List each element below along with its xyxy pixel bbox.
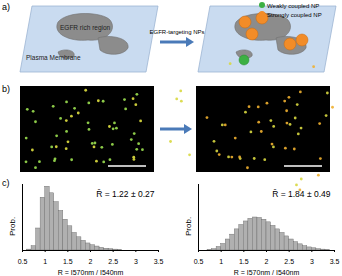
svg-text:EGFR-targeting NPs: EGFR-targeting NPs [149,29,204,35]
svg-text:0.5: 0.5 [18,258,28,265]
svg-text:b): b) [2,84,10,94]
svg-text:2: 2 [265,258,269,265]
svg-text:R = I570nm / I540nm: R = I570nm / I540nm [58,269,124,276]
svg-text:2.5: 2.5 [108,258,118,265]
svg-text:1: 1 [43,258,47,265]
svg-text:1: 1 [219,258,223,265]
svg-text:c): c) [2,178,10,188]
svg-text:Plasma Membrane: Plasma Membrane [26,54,81,61]
svg-text:R̄ = 1.22 ± 0.27: R̄ = 1.22 ± 0.27 [96,189,155,199]
svg-text:Weakly coupled NP: Weakly coupled NP [267,3,319,9]
html-text:Prob.: Prob. [8,216,17,236]
svg-text:R̄ = 1.84 ± 0.49: R̄ = 1.84 ± 0.49 [272,189,331,199]
svg-text:EGFR rich region: EGFR rich region [60,24,111,32]
svg-text:0.5: 0.5 [194,258,204,265]
svg-text:a): a) [2,2,10,12]
svg-text:2: 2 [89,258,93,265]
svg-text:R = I570nm / I540nm: R = I570nm / I540nm [234,269,300,276]
svg-text:Strongly coupled NP: Strongly coupled NP [267,12,322,18]
svg-text:1.5: 1.5 [239,258,249,265]
svg-text:3: 3 [134,258,138,265]
svg-text:3: 3 [310,258,314,265]
svg-text:2.5: 2.5 [284,258,294,265]
svg-text:1.5: 1.5 [63,258,73,265]
svg-text:3.5: 3.5 [154,258,164,265]
html-text:Prob.: Prob. [184,216,193,236]
svg-text:3.5: 3.5 [330,258,340,265]
